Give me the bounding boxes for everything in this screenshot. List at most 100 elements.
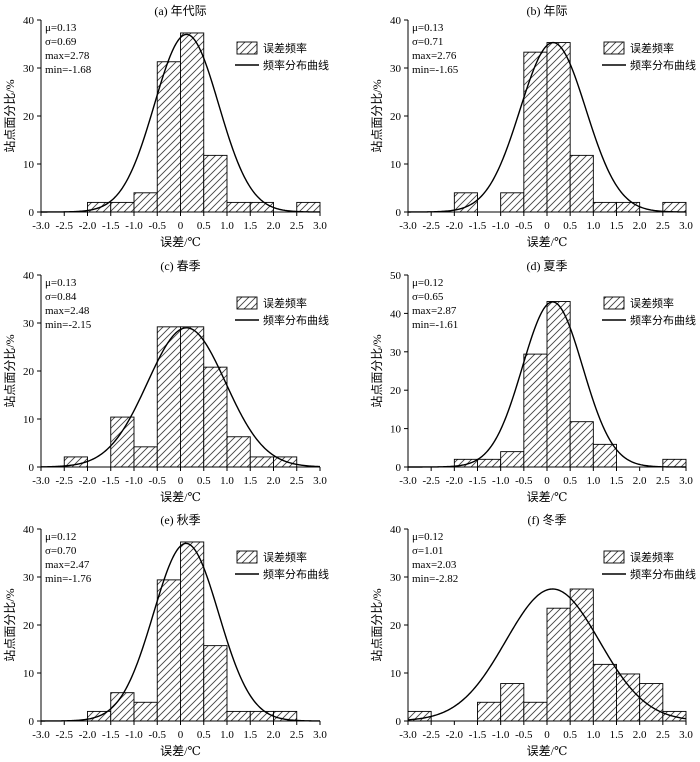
y-tick-label: 10 — [390, 159, 402, 171]
x-tick-label: 2.5 — [656, 220, 670, 232]
histogram-bar — [226, 201, 251, 213]
x-tick-label: 1.0 — [586, 220, 600, 232]
y-tick-label: 50 — [390, 270, 402, 282]
x-tick-label: -2.5 — [56, 475, 74, 487]
x-tick-label: 2.5 — [290, 475, 304, 487]
y-tick-label: 0 — [29, 207, 35, 219]
histogram-bar — [156, 579, 181, 722]
stat-label: min=-1.68 — [45, 64, 92, 76]
stat-label: μ=0.12 — [412, 531, 443, 543]
x-tick-label: 3.0 — [679, 729, 693, 741]
x-tick-label: -1.5 — [102, 220, 120, 232]
x-axis-label: 误差/℃ — [527, 744, 568, 758]
x-tick-label: -3.0 — [399, 220, 417, 232]
histogram-bar — [133, 446, 158, 468]
histogram-bar — [180, 541, 205, 722]
y-tick-label: 10 — [390, 424, 402, 436]
histogram-bar — [523, 701, 548, 722]
chart-title: (e) 秋季 — [160, 513, 200, 527]
x-tick-label: -2.5 — [56, 220, 74, 232]
x-tick-label: 3.0 — [679, 220, 693, 232]
stat-label: max=2.76 — [412, 50, 457, 62]
histogram-bar — [156, 326, 181, 468]
histogram-bar — [226, 436, 251, 468]
histogram-bar — [592, 663, 617, 722]
stat-label: max=2.47 — [45, 559, 90, 571]
y-tick-label: 20 — [23, 620, 35, 632]
x-tick-label: -3.0 — [399, 729, 417, 741]
x-tick-label: 2.5 — [656, 475, 670, 487]
legend-bar-label: 误差频率 — [630, 550, 674, 564]
x-tick-label: -1.5 — [102, 729, 120, 741]
y-tick-label: 40 — [23, 524, 35, 536]
y-tick-label: 10 — [390, 668, 402, 680]
histogram-bar — [180, 32, 205, 213]
x-tick-label: -2.5 — [422, 220, 440, 232]
x-tick-label: 1.0 — [220, 475, 234, 487]
y-tick-label: 20 — [390, 620, 402, 632]
histogram-bar — [662, 458, 687, 468]
stat-label: μ=0.13 — [412, 22, 444, 34]
x-tick-label: -1.0 — [492, 220, 510, 232]
distribution-curve — [41, 542, 320, 722]
x-tick-label: 1.0 — [586, 729, 600, 741]
stat-label: min=-1.65 — [412, 64, 459, 76]
histogram-bar — [226, 710, 251, 722]
stat-label: σ=1.01 — [412, 545, 443, 557]
distribution-curve — [407, 588, 687, 721]
distribution-curve — [408, 301, 686, 468]
y-tick-label: 0 — [29, 462, 35, 474]
x-tick-label: -2.5 — [56, 729, 74, 741]
x-tick-label: 2.0 — [267, 729, 281, 741]
y-tick-label: 10 — [23, 668, 35, 680]
x-tick-label: 0 — [178, 220, 184, 232]
x-tick-label: 1.0 — [220, 220, 234, 232]
histogram-bar — [523, 51, 548, 213]
legend-bar-label: 误差频率 — [263, 550, 307, 564]
chart-panel: -3.0 -2.5 -2.0 -1.5 -1.0 -0.5 0 0.5 1.0 1.5 2.0 2.5… — [3, 513, 329, 758]
x-tick-label: 3.0 — [679, 475, 693, 487]
chart-panel: -3.0 -2.5 -2.0 -1.5 -1.0 -0.5 0 0.5 1.0 1.5 2.0 2.5… — [3, 4, 329, 249]
x-tick-label: 1.5 — [243, 220, 257, 232]
x-tick-label: 2.0 — [267, 220, 281, 232]
x-tick-label: 0.5 — [197, 220, 211, 232]
stat-label: min=-2.15 — [45, 319, 92, 331]
x-tick-label: -3.0 — [32, 475, 50, 487]
stat-label: max=2.78 — [45, 50, 90, 62]
x-tick-label: 0 — [544, 475, 550, 487]
stat-label: min=-1.61 — [412, 319, 458, 331]
y-tick-label: 30 — [23, 318, 35, 330]
legend-bar-label: 误差频率 — [263, 296, 307, 310]
stat-label: max=2.48 — [45, 305, 90, 317]
histogram-bar — [203, 366, 228, 468]
y-tick-label: 20 — [23, 366, 35, 378]
y-tick-label: 40 — [23, 270, 35, 282]
x-tick-label: 0.5 — [197, 475, 211, 487]
y-tick-label: 0 — [396, 716, 402, 728]
histogram-bar — [203, 154, 228, 213]
histogram-bar — [500, 683, 525, 722]
stat-label: μ=0.13 — [45, 22, 77, 34]
x-tick-label: 0 — [178, 729, 184, 741]
y-tick-label: 30 — [23, 572, 35, 584]
x-tick-label: 1.5 — [610, 475, 624, 487]
x-tick-label: 3.0 — [313, 220, 327, 232]
y-tick-label: 0 — [396, 462, 402, 474]
y-tick-label: 10 — [23, 159, 35, 171]
x-tick-label: -2.5 — [422, 729, 440, 741]
x-tick-label: -1.0 — [492, 729, 510, 741]
y-tick-label: 30 — [390, 572, 402, 584]
y-axis-label: 站点面分比/% — [370, 588, 384, 661]
legend-bar-swatch — [603, 296, 625, 310]
x-tick-label: -1.5 — [469, 220, 487, 232]
stat-label: σ=0.70 — [45, 545, 77, 557]
x-tick-label: -2.0 — [446, 220, 464, 232]
x-tick-label: 2.5 — [290, 729, 304, 741]
distribution-curve — [408, 41, 687, 213]
x-tick-label: 3.0 — [313, 729, 327, 741]
x-tick-label: -1.0 — [125, 220, 143, 232]
stat-label: σ=0.84 — [45, 291, 77, 303]
y-tick-label: 30 — [390, 63, 402, 75]
histogram-bar — [203, 645, 228, 722]
legend-curve-label: 频率分布曲线 — [263, 58, 329, 72]
